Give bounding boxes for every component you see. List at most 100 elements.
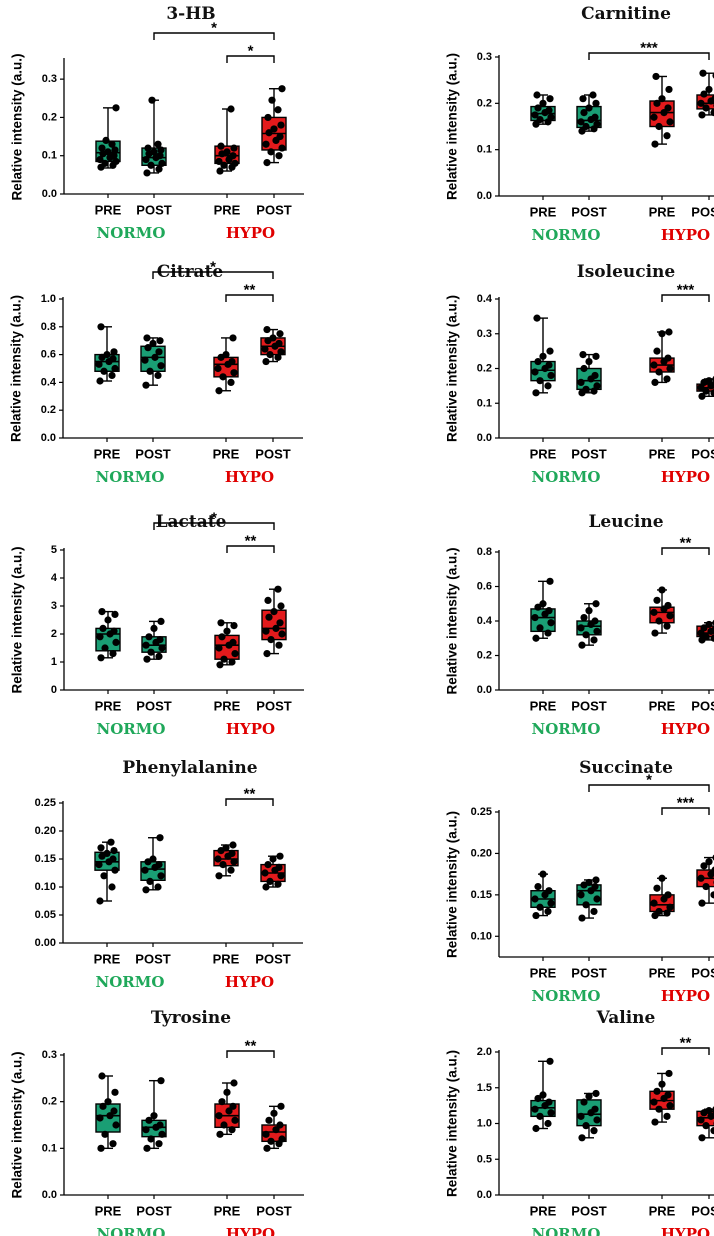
x-tick-label: PRE <box>649 1204 676 1219</box>
significance-bracket <box>225 798 274 806</box>
data-point <box>278 630 286 638</box>
data-point <box>143 1144 151 1152</box>
box-hypo-post <box>696 619 714 644</box>
data-point <box>705 85 713 94</box>
box-normo-pre <box>530 91 556 128</box>
data-point <box>142 1126 150 1134</box>
data-point <box>700 862 708 870</box>
data-point <box>263 325 271 334</box>
y-tick-label: 0.1 <box>477 397 492 409</box>
y-tick-label: 0.4 <box>477 293 493 305</box>
data-point <box>112 1121 120 1129</box>
data-point <box>710 109 714 117</box>
data-point <box>99 1102 107 1110</box>
data-point <box>230 369 238 377</box>
data-point <box>150 148 158 156</box>
data-point <box>97 323 105 331</box>
data-point <box>664 891 672 899</box>
data-point <box>149 855 157 863</box>
data-point <box>276 132 284 141</box>
data-point <box>227 866 235 874</box>
data-point <box>664 601 672 610</box>
data-point <box>698 111 706 119</box>
data-point <box>592 600 600 608</box>
data-point <box>97 844 105 852</box>
y-tick-label: 0.10 <box>471 930 492 942</box>
data-point <box>108 140 116 148</box>
y-axis-label: Relative intensity (a.u.) <box>445 811 460 958</box>
significance-label: *** <box>677 795 695 812</box>
data-point <box>264 113 272 122</box>
data-point <box>97 654 105 662</box>
data-point <box>102 136 110 144</box>
data-point <box>274 106 282 114</box>
x-tick-label: PRE <box>649 966 676 981</box>
y-tick-label: 0.4 <box>477 615 493 627</box>
data-point <box>711 626 714 634</box>
data-point <box>539 99 547 107</box>
x-tick-label: PRE <box>530 699 557 714</box>
y-tick-label: 0.05 <box>35 909 56 921</box>
y-tick-label: 0.15 <box>471 889 492 901</box>
group-label-hypo: HYPO <box>226 1225 275 1236</box>
data-point <box>230 622 238 630</box>
y-tick-label: 1.0 <box>41 293 56 305</box>
data-point <box>702 104 710 112</box>
data-point <box>665 328 673 336</box>
data-point <box>158 644 166 652</box>
data-point <box>577 624 585 632</box>
data-point <box>593 895 601 903</box>
significance-label: * <box>210 259 216 276</box>
significance-label: ** <box>245 1038 257 1055</box>
x-tick-label: POST <box>691 966 714 981</box>
x-tick-label: POST <box>136 203 171 218</box>
significance-bracket <box>226 1050 275 1058</box>
data-point <box>112 638 120 647</box>
data-point <box>275 641 283 649</box>
data-point <box>532 389 540 397</box>
data-point <box>109 650 117 658</box>
data-point <box>104 1098 112 1106</box>
data-point <box>147 648 155 656</box>
data-point <box>663 132 671 140</box>
data-point <box>229 152 237 160</box>
data-point <box>590 387 598 395</box>
data-point <box>666 1102 674 1110</box>
data-point <box>276 330 284 338</box>
data-point <box>111 1088 119 1096</box>
data-point <box>590 907 598 916</box>
data-point <box>591 371 599 380</box>
data-point <box>219 373 227 381</box>
data-point <box>101 644 109 652</box>
data-point <box>578 914 586 922</box>
group-label-normo: NORMO <box>96 973 165 991</box>
data-point <box>546 1057 554 1065</box>
data-point <box>227 105 235 113</box>
x-tick-label: PRE <box>530 966 557 981</box>
data-point <box>266 351 274 359</box>
data-point <box>705 377 713 385</box>
data-point <box>223 1088 231 1096</box>
chart-title: Leucine <box>588 512 663 532</box>
data-point <box>710 1127 714 1135</box>
data-point <box>664 354 672 362</box>
data-point <box>96 1114 104 1122</box>
data-point <box>262 883 270 891</box>
panel-tyrosine: Tyrosine Relative intensity (a.u.) 0.0 0.1 0… <box>10 1008 304 1236</box>
data-point <box>653 347 661 355</box>
data-point <box>585 1092 593 1100</box>
x-tick-label: POST <box>691 1204 714 1219</box>
x-tick-label: POST <box>691 205 714 220</box>
significance-bracket <box>153 522 275 530</box>
data-point <box>104 148 112 156</box>
significance-bracket <box>153 32 275 40</box>
y-axis-label: Relative intensity (a.u.) <box>445 1050 460 1197</box>
y-tick-label: 0.0 <box>41 432 56 444</box>
y-tick-label: 2.0 <box>477 1046 492 1058</box>
y-tick-label: 0.0 <box>477 1189 492 1201</box>
data-point <box>534 1094 542 1103</box>
data-point <box>156 152 164 160</box>
data-point <box>536 377 544 385</box>
data-point <box>143 334 151 342</box>
data-point <box>536 624 544 632</box>
